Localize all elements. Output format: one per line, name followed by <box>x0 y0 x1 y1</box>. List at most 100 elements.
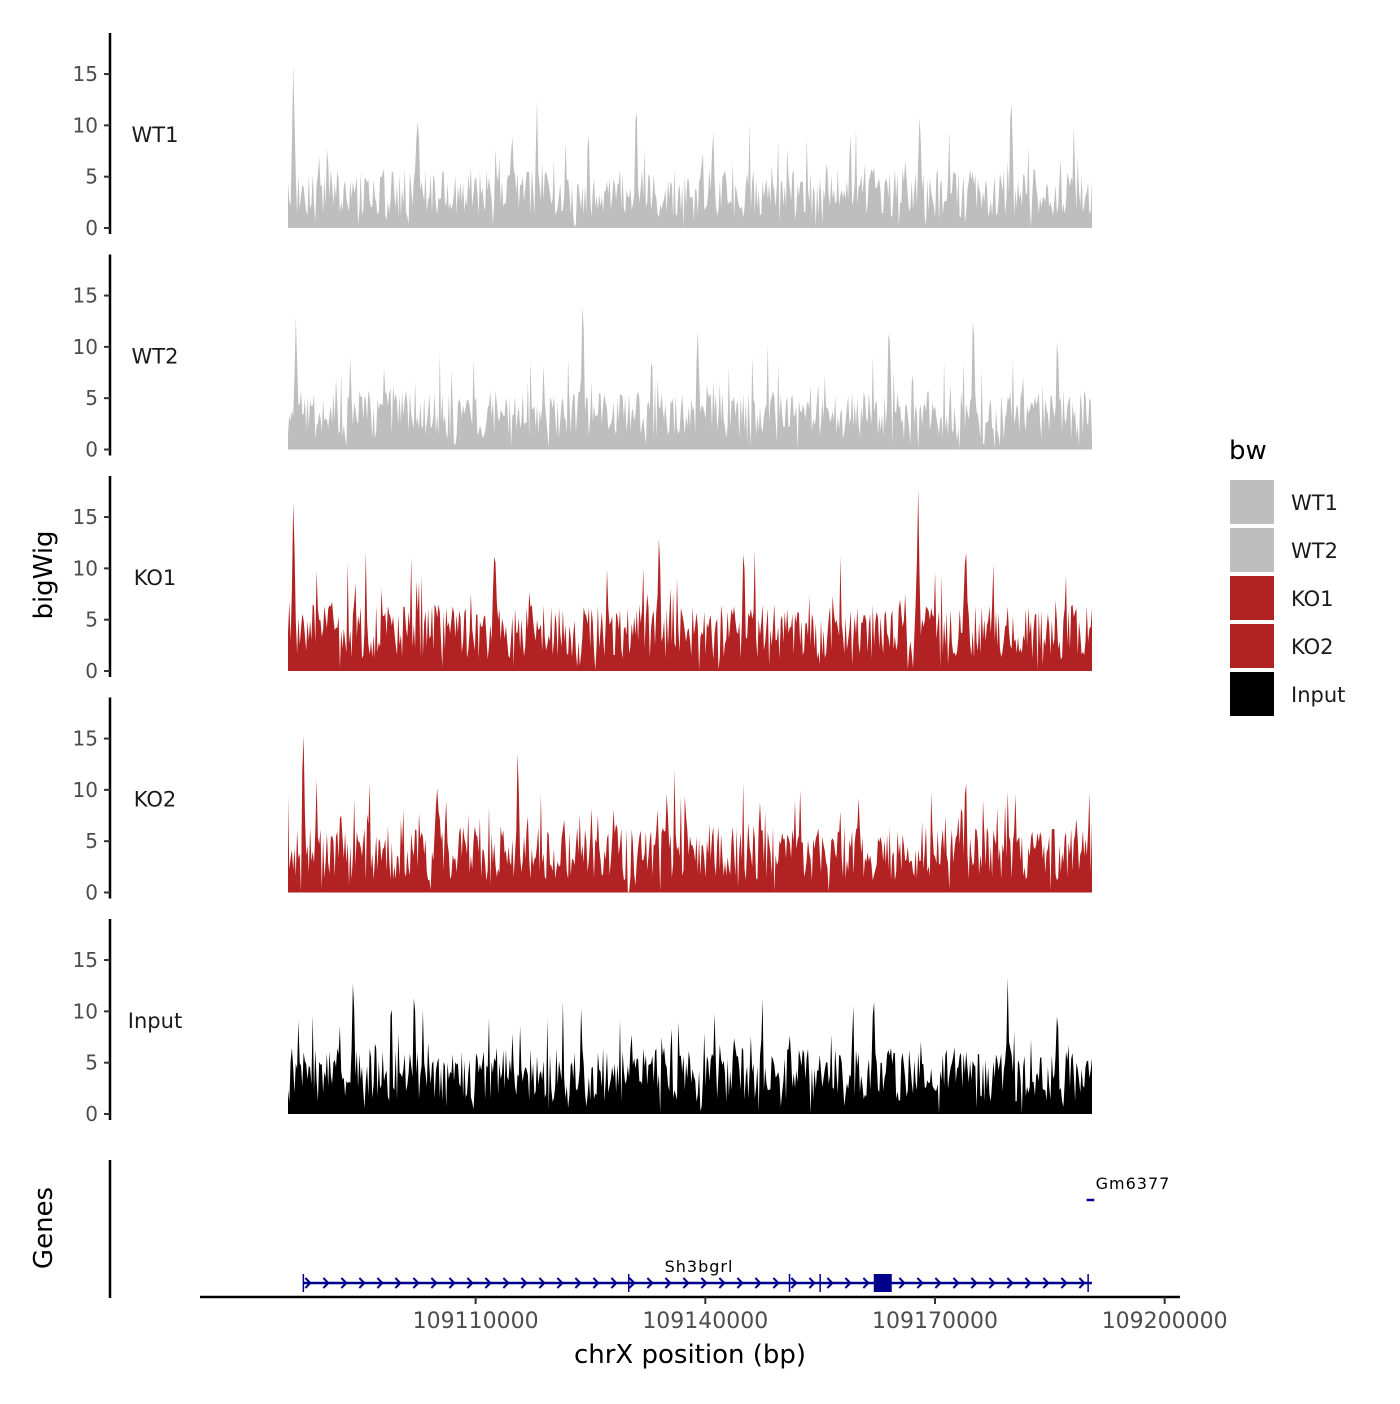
strand-arrow <box>862 1277 870 1289</box>
x-tick-label: 109200000 <box>1102 1309 1228 1334</box>
strand-arrow <box>358 1277 366 1289</box>
strand-arrow <box>916 1277 924 1289</box>
y-tick-label: 15 <box>73 948 98 972</box>
y-tick-label: 10 <box>73 556 98 580</box>
strand-arrow <box>448 1277 456 1289</box>
strand-arrow <box>988 1277 996 1289</box>
strand-arrow <box>610 1277 618 1289</box>
legend-item-input: Input <box>1230 672 1345 716</box>
strand-arrow <box>772 1277 780 1289</box>
y-tick-label: 0 <box>85 881 98 905</box>
y-tick-label: 5 <box>85 1051 98 1075</box>
legend-swatch <box>1230 672 1274 716</box>
x-tick-label: 109170000 <box>872 1309 998 1334</box>
legend-item-wt2: WT2 <box>1230 528 1338 572</box>
y-tick-label: 15 <box>73 727 98 751</box>
legend-label: WT2 <box>1291 539 1338 563</box>
y-tick-label: 0 <box>85 216 98 240</box>
strand-arrow <box>754 1277 762 1289</box>
strand-arrow <box>700 1277 708 1289</box>
track-panel-ko2: 0 5 10 15 KO2 <box>73 697 1092 905</box>
strand-arrow <box>574 1277 582 1289</box>
y-tick-label: 5 <box>85 829 98 853</box>
track-panel-wt1: 0 5 10 15 WT1 <box>73 33 1092 240</box>
y-tick-label: 0 <box>85 659 98 683</box>
genes-axis-title: Genes <box>29 1187 59 1269</box>
track-label: KO2 <box>134 788 177 812</box>
y-tick-label: 5 <box>85 165 98 189</box>
strand-arrow <box>808 1277 816 1289</box>
x-tick-label: 109140000 <box>642 1309 768 1334</box>
y-tick-label: 15 <box>73 505 98 529</box>
legend-label: WT1 <box>1291 491 1338 515</box>
legend-swatch <box>1230 528 1274 572</box>
strand-arrow <box>1042 1277 1050 1289</box>
y-tick-label: 10 <box>73 113 98 137</box>
strand-arrow <box>646 1277 654 1289</box>
x-axis: 109110000 109140000 109170000 109200000 <box>200 1295 1228 1334</box>
track-panels: 0 5 10 15 WT1 0 5 10 15 WT2 0 5 10 15 KO1 0 5 10 15 KO2 0 5 10… <box>73 33 1092 1126</box>
track-label: WT2 <box>132 345 179 369</box>
strand-arrow <box>502 1277 510 1289</box>
strand-arrow <box>430 1277 438 1289</box>
legend-label: KO1 <box>1291 587 1334 611</box>
strand-arrow <box>322 1277 330 1289</box>
gene-sh3bgrl: Sh3bgrl <box>302 1257 1092 1292</box>
strand-arrow <box>376 1277 384 1289</box>
strand-arrow <box>520 1277 528 1289</box>
legend-title: bw <box>1229 436 1267 466</box>
strand-arrow <box>736 1277 744 1289</box>
strand-arrow <box>412 1277 420 1289</box>
y-tick-label: 0 <box>85 1102 98 1126</box>
coverage-area-ko2 <box>288 735 1092 893</box>
strand-arrow <box>394 1277 402 1289</box>
strand-arrow <box>304 1277 312 1289</box>
strand-arrow <box>790 1277 798 1289</box>
strand-arrow <box>934 1277 942 1289</box>
coverage-area-wt2 <box>288 305 1092 450</box>
gene-gm6377: Gm6377 <box>1086 1174 1171 1202</box>
legend-swatch <box>1230 480 1274 524</box>
strand-arrow <box>952 1277 960 1289</box>
strand-arrow <box>664 1277 672 1289</box>
track-panel-wt2: 0 5 10 15 WT2 <box>73 254 1092 462</box>
strand-arrow <box>340 1277 348 1289</box>
y-axis-title: bigWig <box>29 530 59 619</box>
strand-arrow <box>844 1277 852 1289</box>
legend-swatch <box>1230 576 1274 620</box>
strand-arrow <box>538 1277 546 1289</box>
y-tick-label: 5 <box>85 608 98 632</box>
strand-arrow <box>718 1277 726 1289</box>
strand-arrow <box>682 1277 690 1289</box>
gene-label: Sh3bgrl <box>665 1257 734 1276</box>
y-tick-label: 5 <box>85 386 98 410</box>
legend-item-ko1: KO1 <box>1230 576 1334 620</box>
track-label: KO1 <box>134 566 177 590</box>
gene-label: Gm6377 <box>1096 1174 1171 1193</box>
track-label: WT1 <box>132 123 179 147</box>
y-tick-label: 10 <box>73 999 98 1023</box>
legend-swatch <box>1230 624 1274 668</box>
legend-label: KO2 <box>1291 635 1334 659</box>
strand-arrow <box>1024 1277 1032 1289</box>
x-axis-title: chrX position (bp) <box>574 1340 806 1370</box>
strand-arrow <box>898 1277 906 1289</box>
legend-item-ko2: KO2 <box>1230 624 1334 668</box>
coverage-area-wt1 <box>288 65 1092 228</box>
legend-label: Input <box>1291 683 1345 707</box>
track-label: Input <box>128 1009 182 1033</box>
legend-items: WT1 WT2 KO1 KO2 Input <box>1230 480 1345 716</box>
strand-arrow <box>592 1277 600 1289</box>
strand-arrow <box>628 1277 636 1289</box>
track-panel-ko1: 0 5 10 15 KO1 <box>73 476 1092 683</box>
genes-panel: Sh3bgrl Gm6377 <box>108 1160 1171 1298</box>
strand-arrow <box>826 1277 834 1289</box>
coverage-area-ko1 <box>288 489 1092 671</box>
strand-arrow <box>556 1277 564 1289</box>
y-tick-label: 15 <box>73 62 98 86</box>
track-panel-input: 0 5 10 15 Input <box>73 919 1092 1126</box>
strand-arrow <box>1006 1277 1014 1289</box>
y-tick-label: 15 <box>73 284 98 308</box>
